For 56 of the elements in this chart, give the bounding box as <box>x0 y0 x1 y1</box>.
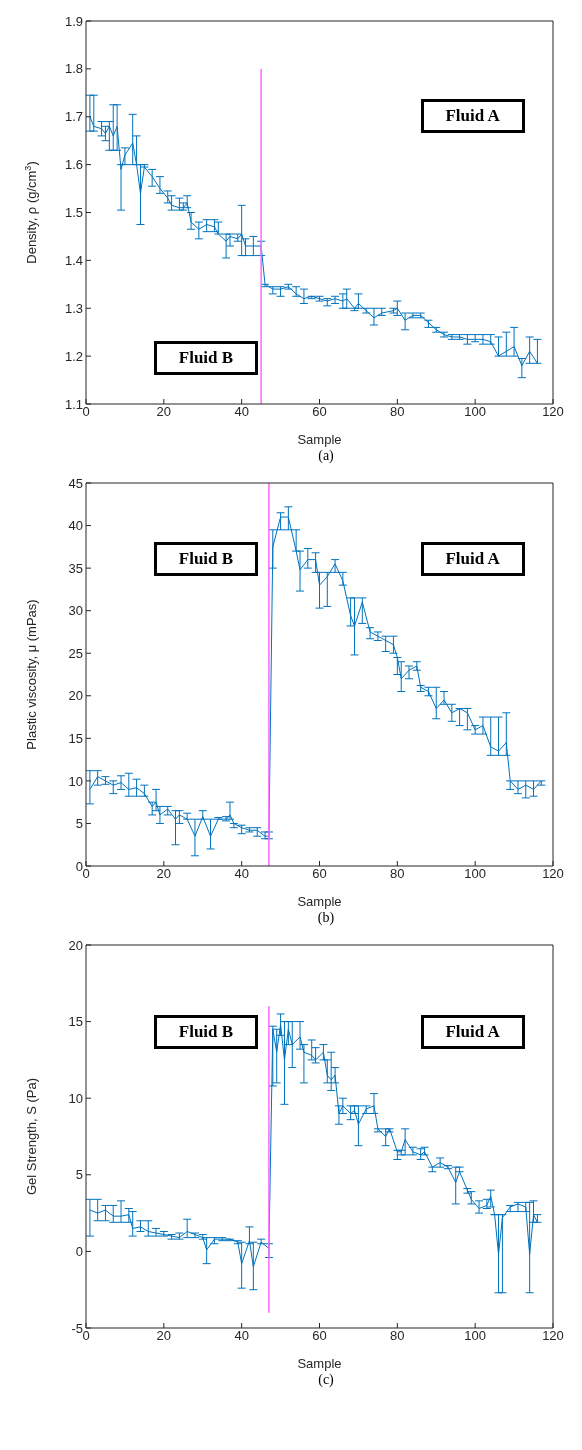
y-tick-label: 1.4 <box>64 252 83 268</box>
x-tick-label: 120 <box>542 1328 564 1344</box>
y-tick-label: 5 <box>75 816 83 832</box>
x-axis-title: Sample <box>297 432 342 447</box>
y-tick-label: 45 <box>68 475 83 491</box>
y-tick-label: 15 <box>68 730 83 746</box>
y-tick-label: 1.8 <box>64 61 83 77</box>
annotation: Fluid B <box>153 340 258 375</box>
annotation: Fluid A <box>420 541 525 576</box>
x-tick-label: 60 <box>312 866 327 882</box>
y-tick-label: 1.1 <box>64 396 83 412</box>
x-axis-title: Sample <box>297 894 342 909</box>
x-axis-title: Sample <box>297 1356 342 1371</box>
text: (a) <box>317 448 335 464</box>
x-tick-label: 80 <box>390 1328 405 1344</box>
x-tick-label: 100 <box>464 404 487 420</box>
text: (c) <box>317 1372 335 1388</box>
x-tick-label: 100 <box>464 866 487 882</box>
y-tick-label: 25 <box>68 645 83 661</box>
x-tick-label: 40 <box>234 866 249 882</box>
x-tick-label: 40 <box>234 1328 249 1344</box>
x-tick-label: 60 <box>312 404 327 420</box>
y-tick-label: 15 <box>68 1014 83 1030</box>
y-tick-label: 1.3 <box>64 300 83 316</box>
x-tick-label: 20 <box>156 404 172 420</box>
x-tick-label: 20 <box>156 866 172 882</box>
y-tick-label: 10 <box>68 1090 83 1106</box>
y-tick-label: 1.7 <box>64 109 83 125</box>
x-tick-label: 100 <box>464 1328 487 1344</box>
y-tick-label: 0 <box>75 1244 83 1260</box>
x-tick-label: 40 <box>234 404 249 420</box>
x-tick-label: 120 <box>542 866 564 882</box>
y-tick-label: 10 <box>68 773 83 789</box>
y-tick-label: 30 <box>68 603 83 619</box>
y-tick-label: -5 <box>71 1320 83 1336</box>
x-tick-label: 80 <box>390 866 405 882</box>
x-tick-label: 80 <box>390 404 405 420</box>
y-axis-title: Gel Strength, S (Pa) <box>24 1077 39 1196</box>
y-tick-label: 20 <box>68 688 83 704</box>
y-tick-label: 1.2 <box>64 348 83 364</box>
y-tick-label: 1.5 <box>64 205 83 221</box>
y-tick-label: 35 <box>68 560 83 576</box>
y-tick-label: 1.6 <box>64 157 83 173</box>
y-tick-label: 1.9 <box>64 13 83 29</box>
y-tick-label: 40 <box>68 518 83 534</box>
annotation: Fluid B <box>153 541 258 576</box>
y-axis-title: Plastic viscosity, μ (mPas) <box>24 599 39 750</box>
y-tick-label: 20 <box>68 937 83 953</box>
annotation: Fluid A <box>420 1015 525 1050</box>
text: (b) <box>316 910 336 926</box>
y-tick-label: 5 <box>75 1167 83 1183</box>
x-tick-label: 120 <box>542 404 564 420</box>
annotation: Fluid B <box>153 1015 258 1050</box>
x-tick-label: 20 <box>156 1328 172 1344</box>
x-tick-label: 60 <box>312 1328 327 1344</box>
annotation: Fluid A <box>420 99 525 133</box>
